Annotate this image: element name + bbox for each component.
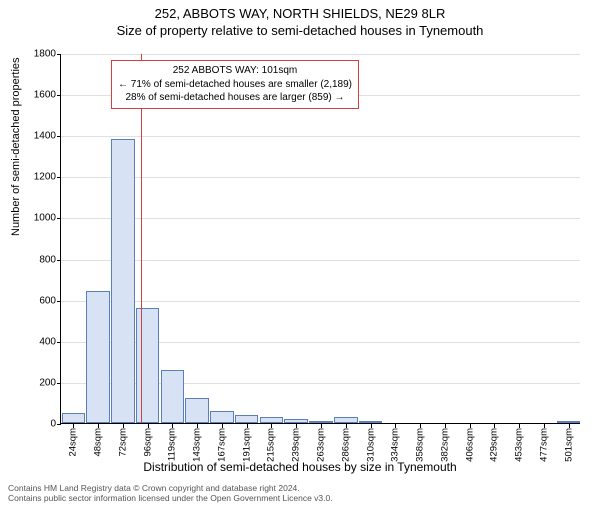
ytick-mark [57,260,61,261]
ytick-label: 1800 [16,49,56,60]
xtick-label: 48sqm [93,428,104,457]
ytick-label: 0 [16,419,56,430]
histogram-bar [86,291,110,423]
histogram-bar [111,139,135,423]
histogram-bar [161,370,185,423]
ytick-mark [57,301,61,302]
xtick-label: 24sqm [68,428,79,457]
histogram-bar [260,417,284,423]
xtick-label: 72sqm [117,428,128,457]
xtick-label: 334sqm [390,428,401,462]
ytick-label: 1400 [16,131,56,142]
xtick-label: 429sqm [489,428,500,462]
callout-box: 252 ABBOTS WAY: 101sqm← 71% of semi-deta… [111,60,359,109]
callout-line-1: 252 ABBOTS WAY: 101sqm [118,64,352,78]
histogram-bar [334,417,358,423]
x-axis-label: Distribution of semi-detached houses by … [0,460,600,474]
xtick-label: 239sqm [291,428,302,462]
histogram-bar [284,419,308,423]
xtick-label: 263sqm [316,428,327,462]
xtick-label: 382sqm [439,428,450,462]
callout-line-2: ← 71% of semi-detached houses are smalle… [118,78,352,92]
histogram-bar [185,398,209,423]
gridline-h [61,301,580,302]
histogram-bar [210,411,234,423]
xtick-label: 143sqm [192,428,203,462]
xtick-label: 310sqm [365,428,376,462]
xtick-label: 358sqm [415,428,426,462]
histogram-bar [359,421,383,423]
footer-line-2: Contains public sector information licen… [8,493,333,503]
ytick-mark [57,54,61,55]
reference-line [141,54,142,423]
footer-line-1: Contains HM Land Registry data © Crown c… [8,483,300,493]
ytick-label: 200 [16,377,56,388]
histogram-bar [136,308,160,423]
callout-line-3: 28% of semi-detached houses are larger (… [118,91,352,105]
xtick-label: 453sqm [514,428,525,462]
ytick-label: 1600 [16,90,56,101]
gridline-h [61,218,580,219]
xtick-label: 96sqm [142,428,153,457]
chart-title-2: Size of property relative to semi-detach… [0,23,600,38]
ytick-mark [57,218,61,219]
ytick-mark [57,342,61,343]
chart-area: 24sqm48sqm72sqm96sqm119sqm143sqm167sqm19… [60,54,580,424]
gridline-h [61,177,580,178]
y-axis-label: Number of semi-detached properties [10,57,22,236]
xtick-label: 215sqm [266,428,277,462]
histogram-bar [62,413,86,423]
ytick-mark [57,136,61,137]
ytick-label: 600 [16,295,56,306]
ytick-label: 1200 [16,172,56,183]
ytick-mark [57,424,61,425]
chart-title-1: 252, ABBOTS WAY, NORTH SHIELDS, NE29 8LR [0,6,600,21]
ytick-label: 400 [16,336,56,347]
xtick-label: 406sqm [464,428,475,462]
xtick-label: 119sqm [167,428,178,461]
histogram-bar [557,421,581,423]
xtick-label: 477sqm [538,428,549,462]
ytick-label: 1000 [16,213,56,224]
xtick-label: 501sqm [563,428,574,462]
xtick-label: 286sqm [340,428,351,462]
gridline-h [61,54,580,55]
ytick-label: 800 [16,254,56,265]
ytick-mark [57,383,61,384]
ytick-mark [57,177,61,178]
histogram-bar [309,421,333,423]
xtick-label: 191sqm [241,428,252,462]
xtick-label: 167sqm [216,428,227,462]
ytick-mark [57,95,61,96]
gridline-h [61,136,580,137]
histogram-bar [235,415,259,423]
footer-attribution: Contains HM Land Registry data © Crown c… [0,483,600,504]
plot-area: 24sqm48sqm72sqm96sqm119sqm143sqm167sqm19… [60,54,580,424]
gridline-h [61,260,580,261]
